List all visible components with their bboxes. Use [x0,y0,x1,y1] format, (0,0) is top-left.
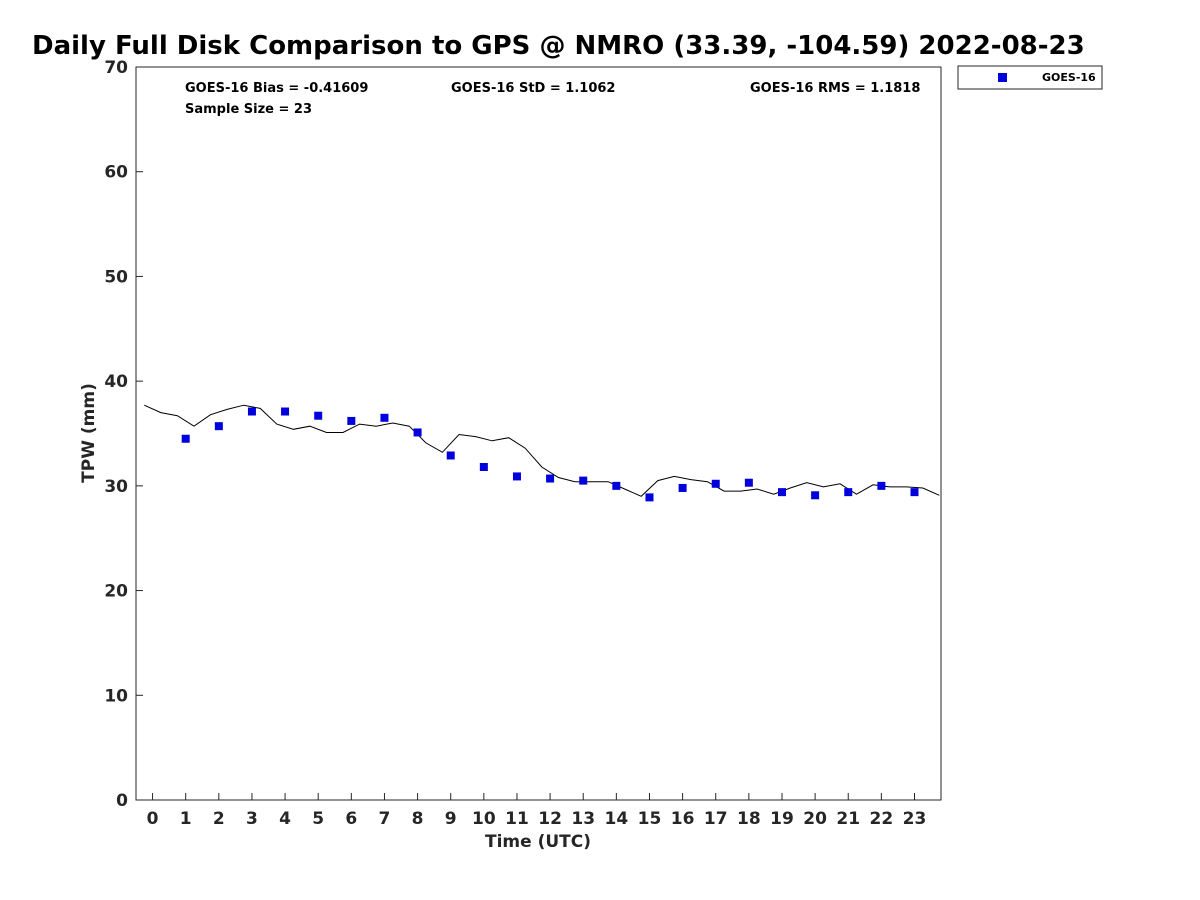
x-tick-label: 2 [213,809,225,829]
x-tick-label: 15 [638,809,662,829]
goes16-point [546,474,555,483]
x-tick-label: 22 [870,809,894,829]
x-tick-label: 18 [737,809,761,829]
series-layer [144,404,940,502]
goes16-point [214,422,223,431]
x-tick-label: 17 [704,809,728,829]
x-tick-label: 19 [770,809,794,829]
x-tick-label: 21 [836,809,860,829]
y-tick-label: 0 [116,791,128,811]
x-axis-label: Time (UTC) [485,832,591,852]
goes16-point [512,472,521,481]
y-axis: 0 10 20 30 40 50 60 70 [104,58,143,811]
x-tick-label: 23 [903,809,927,829]
y-tick-label: 50 [104,267,128,287]
x-tick-label: 7 [379,809,391,829]
goes16-point [910,488,919,497]
goes16-point [811,491,820,500]
goes16-point [281,407,290,416]
sample-size-stat: Sample Size = 23 [185,102,312,117]
plot-area [135,66,942,801]
x-tick-label: 20 [803,809,827,829]
y-tick-label: 60 [104,163,128,183]
goes16-point [645,493,654,502]
legend-marker-goes16 [998,73,1007,82]
x-tick-label: 0 [147,809,159,829]
x-tick-label: 14 [605,809,629,829]
x-tick-label: 5 [312,809,324,829]
x-axis: 0 1 2 3 4 5 6 7 8 9 10 11 12 13 14 15 16 17 18 19 20 21 22 23 [147,793,927,829]
goes16-point [413,428,422,437]
x-tick-label: 9 [445,809,457,829]
x-tick-label: 1 [180,809,192,829]
goes16-point [446,451,455,460]
x-tick-label: 13 [571,809,595,829]
goes16-point [678,483,687,492]
y-tick-label: 70 [104,58,128,78]
chart-title: Daily Full Disk Comparison to GPS @ NMRO… [32,31,1085,61]
x-tick-label: 11 [505,809,529,829]
x-tick-label: 4 [279,809,291,829]
goes16-point [844,488,853,497]
reference-series-line [144,404,940,497]
y-tick-label: 40 [104,372,128,392]
goes16-point [744,478,753,487]
goes16-point [181,434,190,443]
goes16-point [612,481,621,490]
rms-stat: GOES-16 RMS = 1.1818 [750,81,920,96]
y-tick-label: 20 [104,582,128,602]
goes16-point [479,463,488,472]
y-tick-label: 30 [104,477,128,497]
x-tick-label: 6 [345,809,357,829]
std-stat: GOES-16 StD = 1.1062 [451,81,615,96]
legend: GOES-16 [957,65,1103,90]
x-tick-label: 3 [246,809,258,829]
goes16-point [777,488,786,497]
legend-label-goes16: GOES-16 [1042,71,1096,84]
goes16-point [711,479,720,488]
goes16-point [247,407,256,416]
legend-box [957,65,1103,90]
x-tick-label: 16 [671,809,695,829]
goes16-point [347,416,356,425]
goes16-point [380,413,389,422]
goes16-point [579,476,588,485]
goes16-point [314,411,323,420]
x-tick-label: 12 [538,809,562,829]
y-tick-label: 10 [104,686,128,706]
bias-stat: GOES-16 Bias = -0.41609 [185,81,368,96]
y-axis-label: TPW (mm) [79,383,99,483]
x-tick-label: 10 [472,809,496,829]
goes16-point [877,481,886,490]
x-tick-label: 8 [412,809,424,829]
